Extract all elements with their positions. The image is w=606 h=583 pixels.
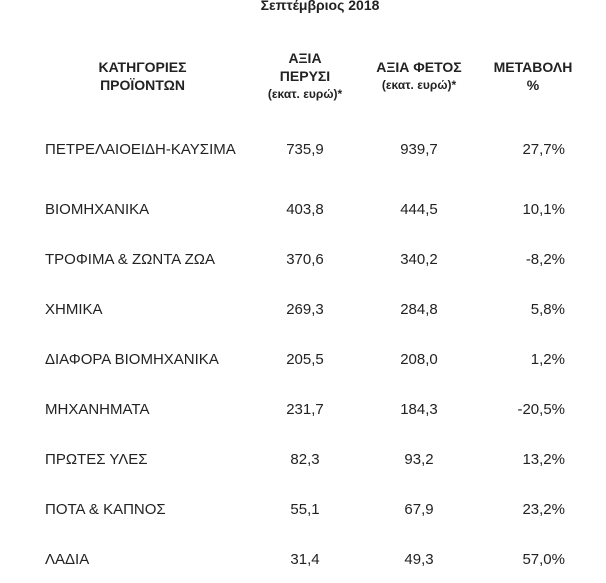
value-cell: 5,8%: [530, 301, 565, 318]
value-cell: 55,1: [290, 501, 320, 518]
value-cell: 27,7%: [522, 141, 565, 158]
header-cell: ΑΞΙΑ ΠΕΡΥΣΙ (εκατ. ευρώ)*: [255, 45, 355, 107]
category-cell: ΠΕΤΡΕΛΑΙΟΕΙΔΗ-ΚΑΥΣΙΜΑ: [45, 141, 236, 158]
value-cell: 13,2%: [522, 451, 565, 468]
value-cell: 23,2%: [522, 501, 565, 518]
category-cell: ΔΙΑΦΟΡΑ ΒΙΟΜΗΧΑΝΙΚΑ: [45, 351, 219, 368]
category-cell: ΧΗΜΙΚΑ: [45, 301, 103, 318]
value-cell: 340,2: [400, 251, 438, 268]
value-cell: 31,4: [290, 551, 320, 568]
header-line: ΜΕΤΑΒΟΛΗ: [493, 59, 573, 75]
value-cell: 205,5: [286, 351, 324, 368]
title: Σεπτέμβριος 2018: [260, 0, 380, 13]
value-cell: -20,5%: [517, 401, 565, 418]
value-cell: 67,9: [404, 501, 434, 518]
value-cell: 284,8: [400, 301, 438, 318]
header-line: ΑΞΙΑ ΦΕΤΟΣ: [376, 59, 462, 75]
value-cell: -8,2%: [525, 251, 565, 268]
value-cell: 49,3: [404, 551, 434, 568]
category-cell: ΒΙΟΜΗΧΑΝΙΚΑ: [45, 201, 150, 218]
value-cell: 370,6: [286, 251, 324, 268]
header-line: ΚΑΤΗΓΟΡΙΕΣ: [98, 59, 187, 75]
header-line: (εκατ. ευρώ)*: [267, 87, 343, 101]
value-cell: 269,3: [286, 301, 324, 318]
value-cell: 10,1%: [522, 201, 565, 218]
value-cell: 1,2%: [530, 351, 565, 368]
header-line: (εκατ. ευρώ)*: [381, 78, 457, 92]
header-line: ΠΡΟΪΟΝΤΩΝ: [100, 77, 185, 93]
category-cell: ΛΑΔΙΑ: [45, 551, 90, 568]
value-cell: 82,3: [290, 451, 320, 468]
category-cell: ΜΗΧΑΝΗΜΑΤΑ: [45, 401, 150, 418]
header-cell: ΜΕΤΑΒΟΛΗ%: [480, 45, 586, 107]
category-cell: ΠΡΩΤΕΣ ΥΛΕΣ: [45, 451, 148, 468]
header-line: ΠΕΡΥΣΙ: [279, 68, 331, 84]
value-cell: 184,3: [400, 401, 438, 418]
value-cell: 735,9: [286, 141, 324, 158]
value-cell: 93,2: [404, 451, 434, 468]
value-cell: 231,7: [286, 401, 324, 418]
value-cell: 403,8: [286, 201, 324, 218]
category-cell: ΠΟΤΑ & ΚΑΠΝΟΣ: [45, 501, 166, 518]
value-cell: 57,0%: [522, 551, 565, 568]
header-cell: ΚΑΤΗΓΟΡΙΕΣ ΠΡΟΪΟΝΤΩΝ: [55, 45, 230, 107]
value-cell: 444,5: [400, 201, 438, 218]
value-cell: 939,7: [400, 141, 438, 158]
header-line: ΑΞΙΑ: [288, 50, 322, 66]
header-cell: ΑΞΙΑ ΦΕΤΟΣ (εκατ. ευρώ)*: [360, 45, 478, 107]
header-line: %: [526, 77, 540, 93]
value-cell: 208,0: [400, 351, 438, 368]
category-cell: ΤΡΟΦΙΜΑ & ΖΩΝΤΑ ΖΩΑ: [45, 251, 215, 268]
